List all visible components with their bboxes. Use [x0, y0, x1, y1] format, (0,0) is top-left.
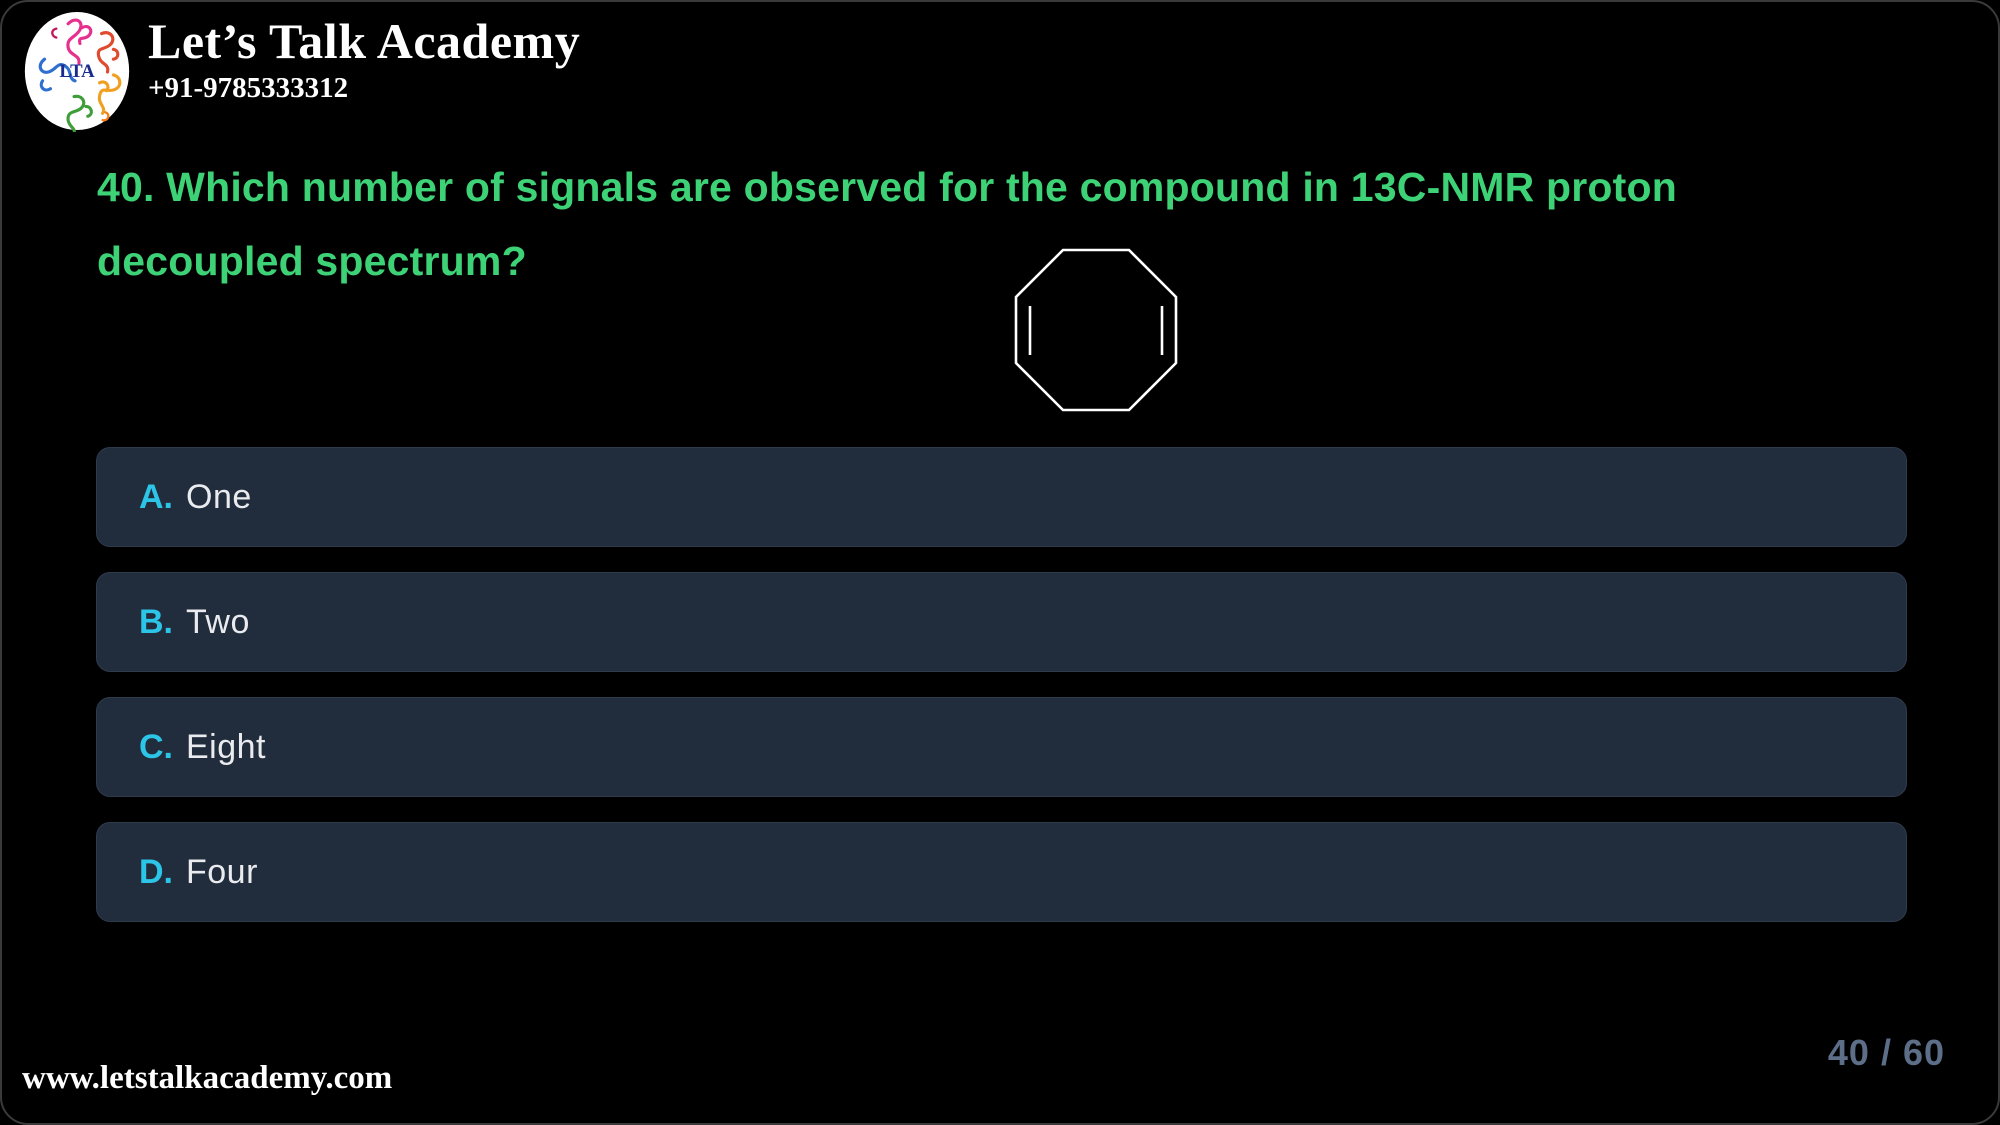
option-d-label: Four: [186, 852, 258, 891]
academy-title: Let’s Talk Academy: [148, 13, 581, 69]
option-a[interactable]: A. One: [96, 447, 1907, 547]
progress-counter: 40 / 60: [1827, 1032, 1945, 1073]
academy-logo-icon: LTA: [24, 11, 130, 132]
option-c[interactable]: C. Eight: [96, 697, 1907, 797]
question-line-2: decoupled spectrum?: [97, 238, 527, 284]
option-b-label: Two: [186, 602, 250, 641]
logo-lta-text: LTA: [59, 61, 95, 82]
option-a-label: One: [186, 477, 252, 516]
option-d-letter: D.: [139, 852, 173, 891]
header: LTA Let’s Talk Academy +91-9785333312: [22, 10, 580, 132]
option-a-letter: A.: [139, 477, 173, 516]
academy-phone: +91-9785333312: [148, 72, 349, 104]
website-url: www.letstalkacademy.com: [22, 1060, 393, 1096]
question-line-1: 40. Which number of signals are observed…: [97, 164, 1677, 210]
option-b[interactable]: B. Two: [96, 572, 1907, 672]
option-c-letter: C.: [139, 727, 173, 766]
brand-block: Let’s Talk Academy +91-9785333312: [148, 10, 580, 105]
option-d[interactable]: D. Four: [96, 822, 1907, 922]
question-text: 40. Which number of signals are observed…: [97, 150, 1937, 298]
molecule-structure-icon: [1014, 248, 1178, 412]
option-c-label: Eight: [186, 727, 266, 766]
option-b-letter: B.: [139, 602, 173, 641]
options-list: A. One B. Two C. Eight D. Four: [96, 447, 1907, 947]
